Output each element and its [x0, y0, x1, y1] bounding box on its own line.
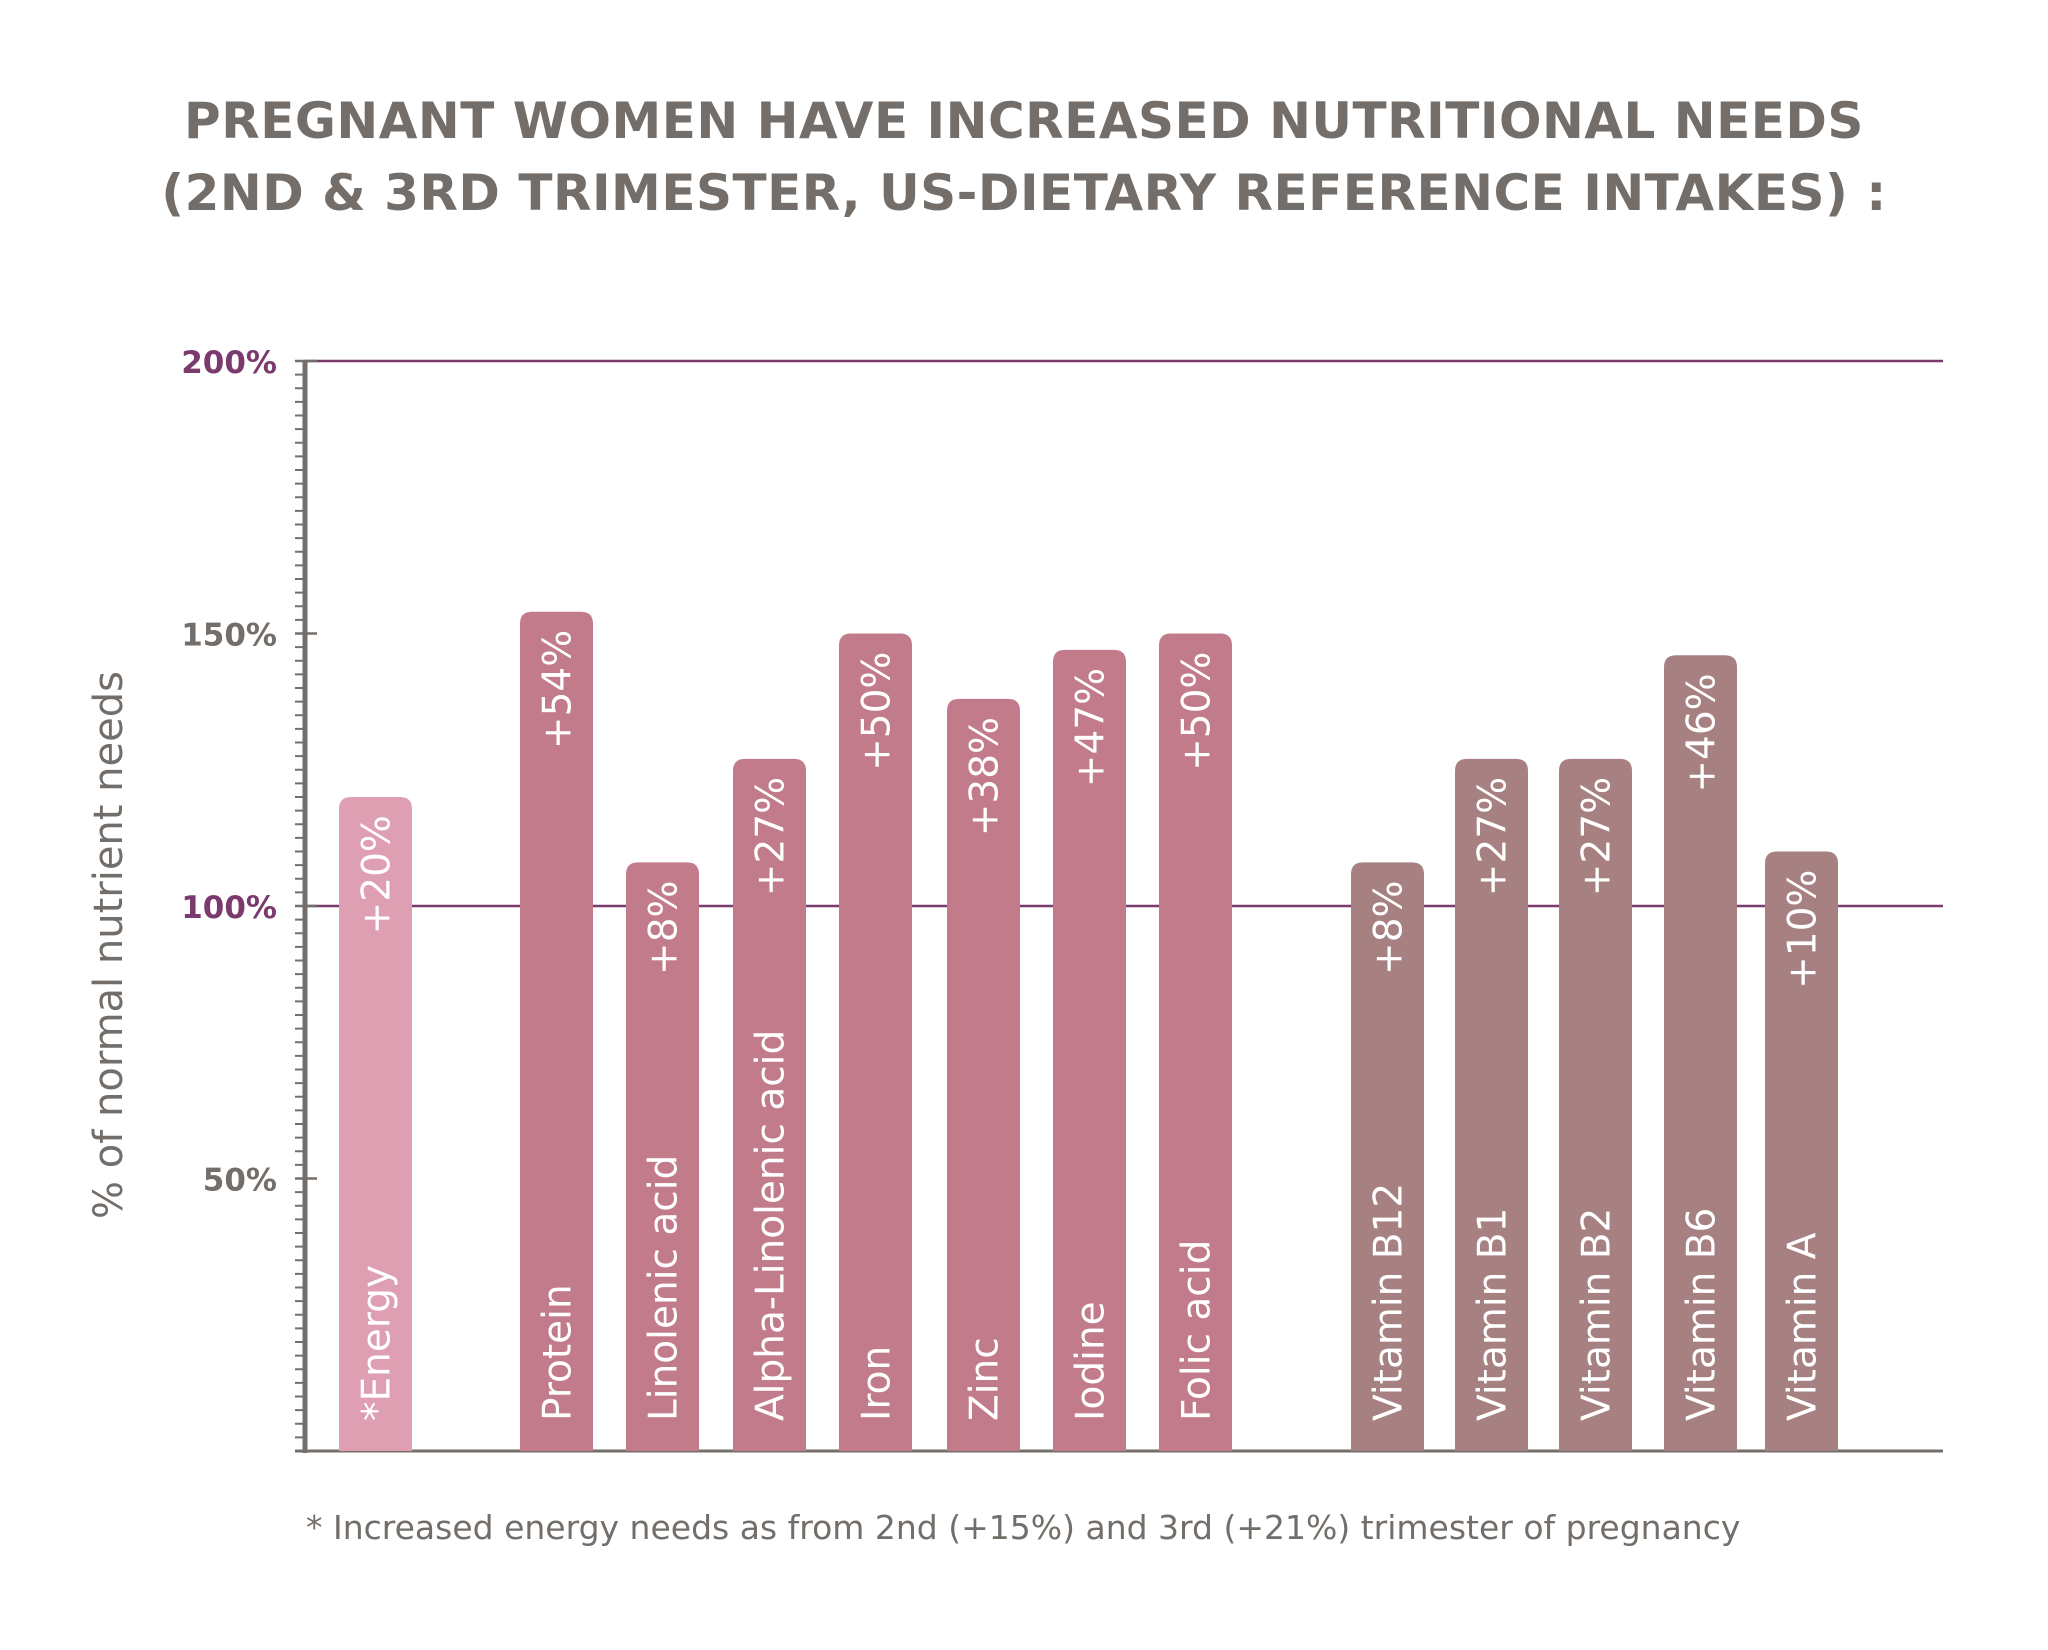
bar-category-label: Zinc [963, 1337, 1008, 1421]
chart-title-line-2: (2ND & 3RD TRIMESTER, US-DIETARY REFEREN… [161, 164, 1887, 222]
bar-linolenic-acid [626, 862, 699, 1451]
bar-vitamin-b1 [1455, 758, 1528, 1451]
bar-value-label: +27% [1471, 777, 1516, 896]
chart-title-line-1: PREGNANT WOMEN HAVE INCREASED NUTRITIONA… [184, 92, 1864, 150]
y-tick-label: 200% [181, 345, 277, 381]
bar-category-label: *Energy [355, 1265, 400, 1421]
footnote: * Increased energy needs as from 2nd (+1… [306, 1508, 1741, 1547]
bar-value-label: +54% [536, 630, 581, 749]
bar-value-label: +27% [1575, 777, 1620, 896]
bar-value-label: +20% [355, 815, 400, 934]
bar-category-label: Vitamin B12 [1367, 1183, 1412, 1421]
bar-vitamin-b2 [1559, 758, 1632, 1451]
bar-vitamin-a [1765, 851, 1838, 1451]
y-tick-label: 50% [203, 1163, 277, 1199]
bar-category-label: Iodine [1069, 1301, 1114, 1421]
bar-value-label: +50% [855, 652, 900, 771]
bar-category-label: Vitamin B2 [1575, 1208, 1620, 1421]
bar-category-label: Alpha-Linolenic acid [749, 1030, 794, 1421]
y-tick-label: 150% [181, 618, 277, 654]
bar-category-label: Iron [855, 1346, 900, 1421]
bar-alpha-linolenic-acid [733, 758, 806, 1451]
bar-vitamin-b6 [1664, 655, 1737, 1451]
y-axis-label: % of normal nutrient needs [86, 671, 132, 1219]
bar-value-label: +38% [963, 717, 1008, 836]
bar-category-label: Vitamin A [1781, 1232, 1826, 1421]
bar-zinc [947, 698, 1020, 1451]
bar-iron [839, 633, 912, 1451]
bar-value-label: +46% [1680, 673, 1725, 792]
bar-value-label: +47% [1069, 668, 1114, 787]
bar-value-label: +50% [1175, 652, 1220, 771]
bar-category-label: Vitamin B1 [1471, 1208, 1516, 1421]
bar-iodine [1053, 649, 1126, 1451]
y-tick-label: 100% [181, 890, 277, 926]
bar-protein [520, 611, 593, 1451]
bar-folic-acid [1159, 633, 1232, 1451]
bar-category-label: Linolenic acid [642, 1155, 687, 1421]
bar-category-label: Vitamin B6 [1680, 1208, 1725, 1421]
bar--energy [339, 797, 412, 1451]
bar-category-label: Folic acid [1175, 1240, 1220, 1421]
bar-value-label: +10% [1781, 870, 1826, 989]
bar-value-label: +8% [1367, 880, 1412, 975]
bar-value-label: +27% [749, 777, 794, 896]
bar-vitamin-b12 [1351, 862, 1424, 1451]
bar-value-label: +8% [642, 880, 687, 975]
bar-category-label: Protein [536, 1284, 581, 1421]
